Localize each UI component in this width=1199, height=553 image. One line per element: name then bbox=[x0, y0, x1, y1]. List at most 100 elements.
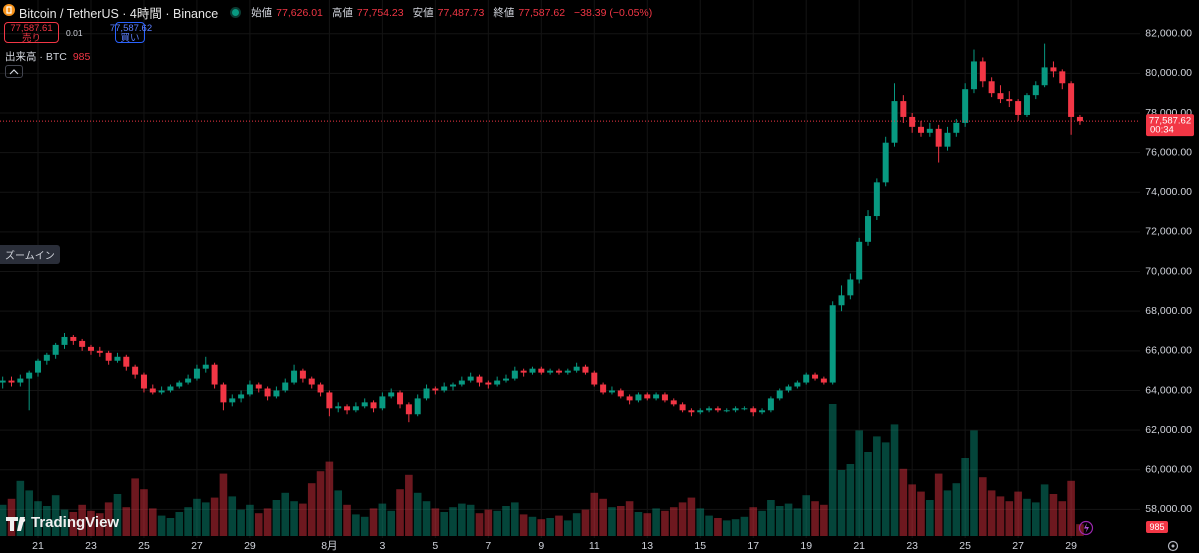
x-tick-label: 21 bbox=[32, 540, 44, 552]
candle-body bbox=[856, 241, 863, 280]
candle-body bbox=[653, 394, 660, 399]
volume-bar bbox=[961, 458, 969, 536]
volume-bar bbox=[864, 452, 872, 536]
candle-body bbox=[432, 388, 439, 391]
volume-bar bbox=[69, 512, 78, 536]
candle-body bbox=[494, 380, 501, 385]
candle-body bbox=[776, 390, 783, 399]
candle-body bbox=[918, 126, 924, 133]
candle-body bbox=[935, 128, 942, 147]
candle-body bbox=[750, 408, 757, 413]
volume-bar bbox=[758, 510, 766, 536]
candle-body bbox=[149, 388, 156, 393]
volume-bar bbox=[564, 520, 572, 536]
candle-body bbox=[997, 93, 1004, 100]
candle-body bbox=[255, 384, 262, 389]
candle-body bbox=[476, 376, 483, 383]
buy-price: 77,587.62 bbox=[109, 23, 153, 34]
volume-bar bbox=[96, 513, 104, 536]
volume-legend-value: 985 bbox=[72, 51, 91, 63]
candle-body bbox=[794, 382, 801, 387]
buy-button[interactable]: 77,587.62 買い bbox=[110, 22, 152, 44]
volume-bar bbox=[87, 510, 95, 536]
volume-legend: 出来高 · BTC 985 bbox=[5, 49, 90, 64]
candle-body bbox=[344, 406, 351, 411]
zoom-in-tooltip[interactable]: ズームイン bbox=[0, 245, 60, 264]
open-label: 始値 bbox=[251, 7, 273, 19]
high-label: 高値 bbox=[331, 7, 353, 19]
sell-button[interactable]: 77,587.61 売り bbox=[4, 22, 59, 44]
volume-bar bbox=[184, 507, 192, 536]
candle-body bbox=[608, 390, 615, 393]
candle-body bbox=[944, 132, 951, 147]
candle-body bbox=[335, 406, 342, 409]
candle-body bbox=[838, 295, 845, 306]
volume-bar bbox=[157, 515, 166, 536]
brand-name: TradingView bbox=[31, 514, 120, 531]
candle-body bbox=[670, 400, 677, 405]
lightning-button[interactable] bbox=[1078, 520, 1094, 536]
volume-bar bbox=[767, 500, 775, 536]
candle-body bbox=[43, 354, 50, 361]
volume-bar bbox=[254, 513, 263, 536]
volume-bar bbox=[43, 506, 51, 536]
candle-body bbox=[176, 382, 183, 387]
volume-bar bbox=[643, 513, 652, 536]
volume-bar bbox=[78, 504, 86, 536]
volume-bar bbox=[599, 498, 607, 536]
candle-body bbox=[564, 370, 571, 373]
x-tick-label: 25 bbox=[959, 540, 971, 552]
candle-body bbox=[26, 372, 33, 379]
x-tick-label: 9 bbox=[538, 540, 544, 552]
x-tick-label: 11 bbox=[589, 540, 600, 552]
symbol[interactable]: Bitcoin / TetherUS · 4時間 · Binance bbox=[19, 7, 219, 21]
settings-button[interactable] bbox=[1167, 540, 1179, 552]
candle-body bbox=[759, 410, 766, 413]
candle-body bbox=[1076, 116, 1083, 122]
volume-bar bbox=[122, 507, 131, 536]
y-tick-label: 68,000.00 bbox=[1145, 305, 1192, 317]
candle-body bbox=[661, 394, 668, 401]
candle-body bbox=[61, 336, 68, 345]
volume-bar bbox=[740, 516, 749, 536]
candle-body bbox=[158, 390, 165, 393]
brand-logo-dot bbox=[20, 517, 26, 523]
candle-body bbox=[326, 392, 333, 409]
sell-label: 売り bbox=[21, 33, 41, 44]
candle-body bbox=[591, 372, 598, 385]
low-label: 安値 bbox=[412, 7, 434, 19]
candle-body bbox=[17, 378, 24, 383]
volume-bar bbox=[696, 508, 705, 536]
volume-bar bbox=[625, 501, 634, 536]
candle-body bbox=[467, 376, 474, 381]
candle-body bbox=[635, 394, 642, 401]
volume-bar bbox=[519, 514, 528, 536]
candle-body bbox=[812, 374, 819, 379]
y-tick-label: 72,000.00 bbox=[1145, 226, 1192, 238]
volume-bar bbox=[60, 509, 69, 536]
volume-bar bbox=[334, 490, 343, 536]
volume-bar bbox=[731, 519, 740, 536]
x-tick-label: 19 bbox=[800, 540, 812, 552]
settings-icon bbox=[1171, 544, 1175, 548]
spread: 0.01 bbox=[66, 28, 83, 38]
close-label: 終値 bbox=[493, 7, 515, 19]
candle-body bbox=[644, 394, 651, 399]
volume-bar bbox=[537, 519, 546, 536]
candle-body bbox=[123, 356, 130, 367]
candle-body bbox=[397, 392, 404, 405]
volume-bar bbox=[299, 503, 307, 536]
volume-bar bbox=[387, 510, 395, 536]
collapse-button[interactable] bbox=[5, 65, 23, 78]
y-tick-label: 66,000.00 bbox=[1145, 345, 1192, 357]
volume-bar bbox=[16, 480, 25, 536]
volume-bar bbox=[652, 508, 660, 536]
volume-bar bbox=[369, 508, 378, 536]
volume-bar bbox=[272, 500, 281, 536]
x-tick-label: 5 bbox=[432, 540, 438, 552]
volume-bar bbox=[458, 503, 466, 536]
candle-body bbox=[865, 216, 872, 242]
volume-bar bbox=[210, 497, 219, 536]
volume-bar bbox=[113, 494, 122, 536]
volume-bar bbox=[1031, 502, 1040, 536]
